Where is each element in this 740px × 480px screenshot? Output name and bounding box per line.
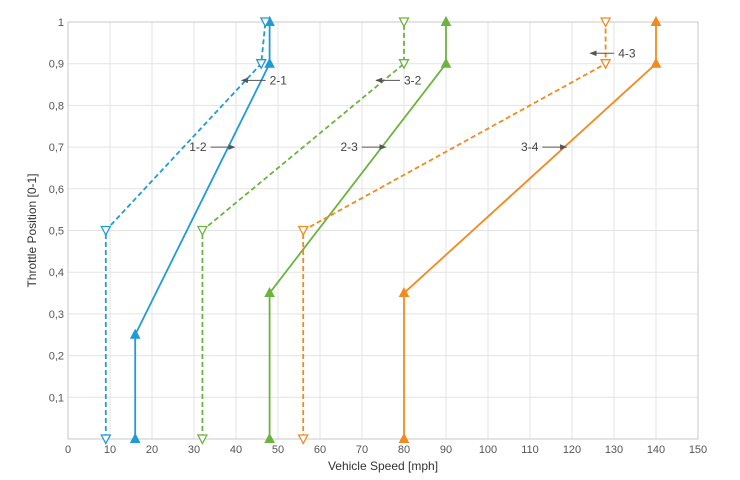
grid — [67, 21, 699, 439]
x-tick-label: 150 — [689, 444, 707, 456]
y-tick-label: 1 — [58, 17, 64, 29]
y-tick-label: 0,2 — [49, 351, 64, 363]
data-point — [196, 434, 208, 445]
annotation-2-1: 2-1 — [240, 73, 288, 87]
data-point — [398, 432, 410, 443]
data-point — [398, 59, 410, 70]
series-line-downshift-4-3 — [302, 22, 607, 439]
data-point — [100, 225, 112, 237]
y-axis-title: Throttle Position [0-1] — [25, 173, 39, 287]
y-tick-label: 0,1 — [49, 392, 64, 404]
data-point — [264, 432, 275, 443]
series-downshift-2-1 — [100, 17, 271, 445]
series-line-downshift-3-2 — [201, 22, 405, 439]
x-tick-label: 130 — [605, 444, 623, 456]
annotation-3-2: 3-2 — [375, 73, 422, 87]
data-point — [196, 225, 208, 237]
data-point — [297, 434, 309, 445]
series-downshift-4-3 — [297, 17, 612, 445]
y-tick-label: 0,3 — [49, 309, 64, 321]
data-point — [264, 286, 275, 298]
data-point — [129, 432, 141, 443]
series-line-downshift-2-1 — [104, 21, 267, 439]
series-line-upshift-1-2 — [134, 22, 271, 439]
data-point — [255, 59, 267, 70]
series-line-upshift-2-3 — [268, 22, 447, 439]
data-point — [650, 15, 662, 26]
x-tick-label: 50 — [272, 444, 284, 456]
annotation-label: 3-2 — [404, 73, 422, 87]
y-tick-label: 0,8 — [49, 100, 64, 112]
annotation-label: 1-2 — [189, 140, 207, 154]
y-tick-label: 0,5 — [49, 226, 64, 238]
annotation-4-3: 4-3 — [589, 46, 636, 60]
annotations: 2-1 3-2 4-3 1-2 2-3 3-4 — [189, 46, 636, 154]
series-downshift-3-2 — [196, 17, 410, 445]
data-point — [600, 59, 612, 70]
x-tick-label: 120 — [563, 444, 581, 456]
data-point — [259, 17, 271, 28]
y-tick-label: 0,9 — [49, 59, 64, 71]
x-tick-label: 70 — [356, 444, 368, 456]
data-point — [398, 17, 410, 28]
x-tick-label: 10 — [104, 444, 116, 456]
annotation-label: 2-3 — [340, 140, 358, 154]
y-tick-label: 0,6 — [49, 184, 64, 196]
annotation-label: 4-3 — [618, 46, 636, 60]
data-point — [264, 57, 275, 68]
x-tick-label: 80 — [398, 444, 410, 456]
annotation-2-3: 2-3 — [340, 140, 387, 154]
series-group — [100, 15, 662, 445]
x-tick-label: 90 — [440, 444, 452, 456]
axis-ticks: 0 10 20 30 40 50 60 70 80 90 100 110 120 130 140 150 0,1… — [49, 17, 707, 456]
x-tick-label: 20 — [146, 444, 158, 456]
x-tick-label: 60 — [314, 444, 326, 456]
series-line-upshift-3-4 — [403, 22, 657, 439]
x-tick-label: 40 — [230, 444, 242, 456]
x-tick-label: 110 — [521, 444, 539, 456]
x-tick-label: 30 — [188, 444, 200, 456]
data-point — [440, 15, 452, 26]
data-point — [650, 57, 662, 68]
annotation-3-4: 3-4 — [521, 140, 568, 154]
annotation-label: 2-1 — [270, 73, 288, 87]
series-upshift-2-3 — [264, 15, 452, 443]
data-point — [398, 286, 410, 298]
x-tick-label: 0 — [65, 444, 71, 456]
data-point — [129, 328, 141, 339]
series-upshift-3-4 — [398, 15, 662, 443]
data-point — [440, 57, 452, 68]
y-tick-label: 0,7 — [49, 142, 64, 154]
data-point — [600, 17, 612, 28]
annotation-label: 3-4 — [521, 140, 539, 154]
data-point — [297, 225, 309, 237]
y-tick-label: 0,4 — [49, 267, 64, 279]
x-tick-label: 100 — [479, 444, 497, 456]
data-point — [100, 434, 112, 445]
annotation-1-2: 1-2 — [189, 140, 236, 154]
plot-area — [67, 21, 699, 440]
x-tick-label: 140 — [647, 444, 665, 456]
x-axis-title: Vehicle Speed [mph] — [328, 459, 438, 473]
